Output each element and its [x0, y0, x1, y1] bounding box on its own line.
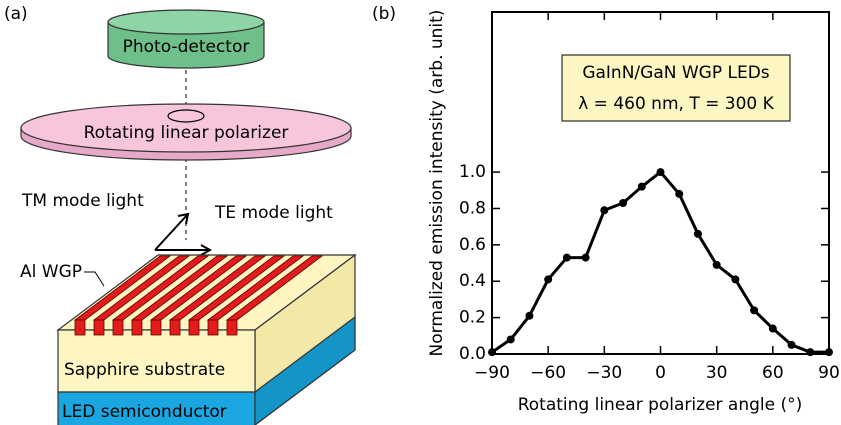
- y-tick-label: 0.2: [459, 308, 486, 328]
- polarization-arrows: [155, 214, 210, 255]
- x-axis-label: Rotating linear polarizer angle (°): [518, 395, 803, 415]
- y-tick-label: 0.8: [459, 198, 486, 218]
- te-label: TE mode light: [214, 203, 333, 223]
- data-point: [731, 275, 739, 283]
- y-tick-label: 0.6: [459, 235, 486, 255]
- y-tick-label: 0.0: [459, 344, 486, 364]
- data-point: [582, 254, 590, 262]
- grating-pointer: [84, 272, 104, 286]
- data-point: [619, 199, 627, 207]
- data-point: [563, 254, 571, 262]
- data-point: [694, 230, 702, 238]
- panel-label: (b): [372, 4, 396, 24]
- x-tick-label: 0: [655, 363, 666, 383]
- detector-label: Photo-detector: [123, 37, 250, 57]
- data-point: [544, 275, 552, 283]
- y-tick-label: 0.4: [459, 271, 486, 291]
- x-tick-label: 60: [762, 363, 784, 383]
- data-point: [507, 335, 515, 343]
- data-point: [600, 206, 608, 214]
- panel-label: (a): [4, 4, 28, 24]
- x-tick-label: 90: [818, 363, 840, 383]
- data-point: [713, 261, 721, 269]
- substrate-label: Sapphire substrate: [64, 360, 225, 380]
- data-point: [788, 341, 796, 349]
- data-point: [769, 325, 777, 333]
- tm-label: TM mode light: [21, 191, 144, 211]
- data-line: [492, 172, 829, 352]
- led-label: LED semiconductor: [62, 402, 227, 422]
- y-tick-label: 1.0: [459, 162, 486, 182]
- x-tick-label: 30: [706, 363, 728, 383]
- data-point: [806, 348, 814, 356]
- figure: (a) (b) Photo-detector Rotating linear p…: [0, 0, 841, 425]
- annotation: λ = 460 nm, T = 300 K: [578, 94, 774, 114]
- annotation: GaInN/GaN WGP LEDs: [582, 63, 769, 83]
- data-point: [525, 312, 533, 320]
- data-point: [638, 183, 646, 191]
- grating-label: Al WGP: [20, 262, 82, 282]
- y-axis-label: Normalized emission intensity (arb. unit…: [427, 10, 447, 357]
- polarizer-label: Rotating linear polarizer: [84, 123, 289, 143]
- data-point: [750, 306, 758, 314]
- data-point: [657, 168, 665, 176]
- data-point: [825, 348, 833, 356]
- x-tick-label: −60: [530, 363, 566, 383]
- x-tick-label: −30: [586, 363, 622, 383]
- x-tick-label: −90: [474, 363, 510, 383]
- data-point: [488, 348, 496, 356]
- data-point: [675, 190, 683, 198]
